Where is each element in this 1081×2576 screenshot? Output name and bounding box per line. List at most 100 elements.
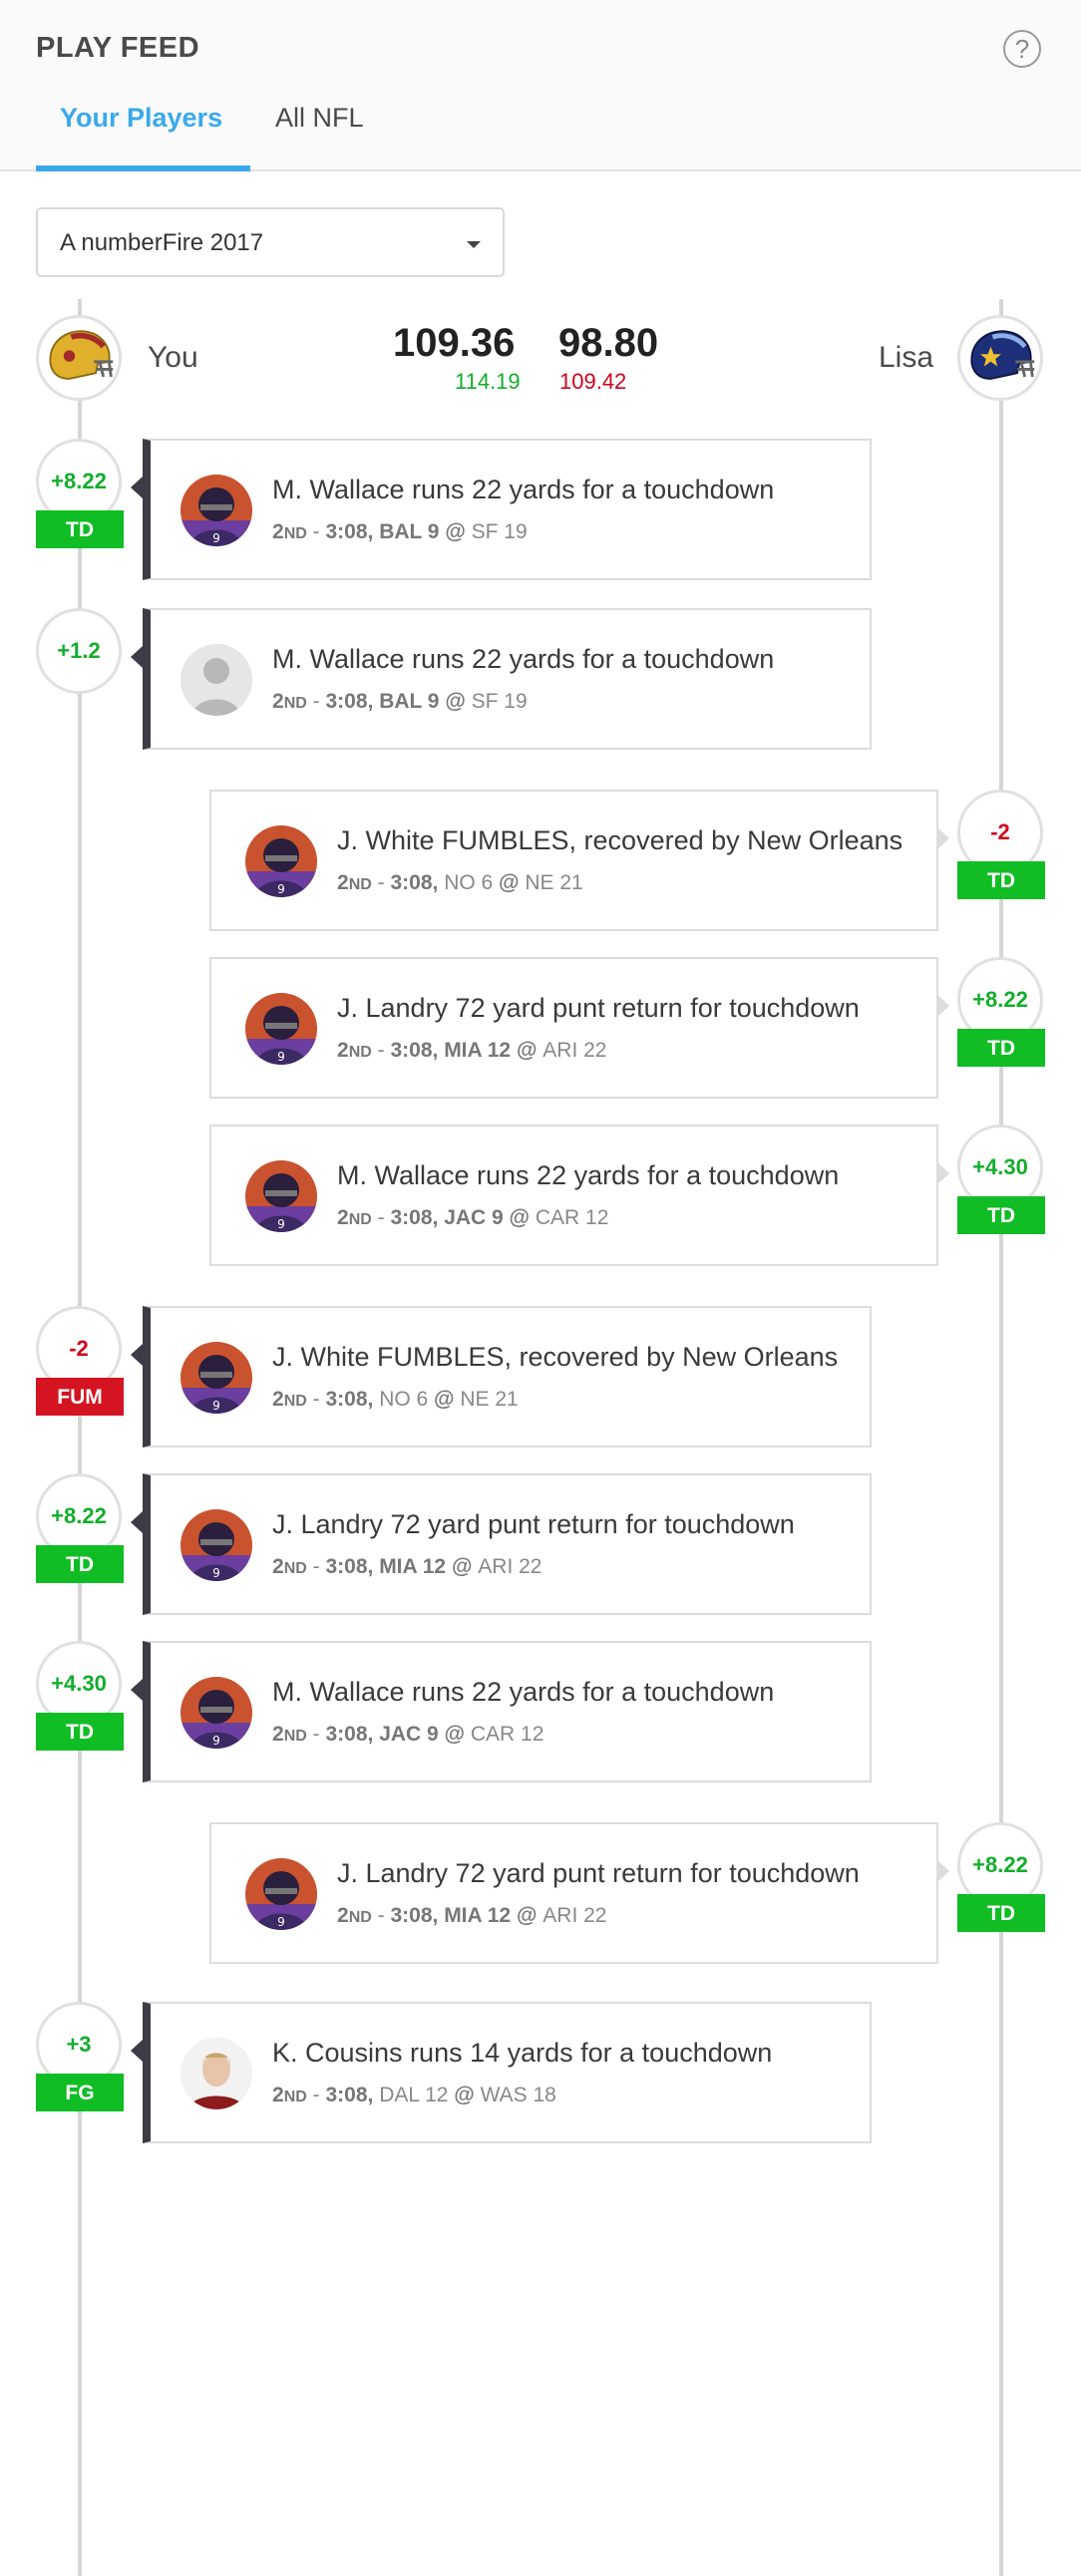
at-separator: @: [439, 520, 472, 543]
play-description: J. Landry 72 yard punt return for touchd…: [272, 1509, 795, 1539]
play-card[interactable]: M. Wallace runs 22 yards for a touchdown…: [131, 608, 872, 750]
play-description: M. Wallace runs 22 yards for a touchdown: [337, 1160, 840, 1190]
play-quarter-suffix: ND: [348, 876, 372, 893]
play-description: J. White FUMBLES, recovered by New Orlea…: [337, 825, 903, 855]
help-icon[interactable]: ?: [1003, 30, 1041, 68]
play-card[interactable]: K. Cousins runs 14 yards for a touchdown…: [131, 2002, 872, 2143]
play-description: M. Wallace runs 22 yards for a touchdown: [272, 1677, 775, 1707]
opponent-team-avatar: [957, 315, 1043, 401]
page-title: PLAY FEED: [36, 32, 200, 64]
play-clock: 3:08,: [390, 1206, 439, 1229]
svg-text:9: 9: [277, 1050, 285, 1064]
play-clock: 3:08,: [325, 520, 374, 543]
play-type-badge: TD: [957, 1196, 1045, 1234]
header: PLAY FEED ? Your Players All NFL: [0, 0, 1081, 171]
play-card[interactable]: 9 M. Wallace runs 22 yards for a touchdow…: [131, 439, 872, 580]
play-home-team: ARI 22: [542, 1904, 607, 1927]
play-card[interactable]: 9 M. Wallace runs 22 yards for a touchdow…: [131, 1641, 872, 1782]
player-avatar: 9: [180, 1342, 252, 1414]
play-away-team: JAC 9: [379, 1723, 439, 1746]
play-quarter: 2ND: [272, 1388, 307, 1411]
play-quarter: 2ND: [337, 1206, 372, 1229]
play-type-badge: TD: [36, 1713, 124, 1751]
play-clock: 3:08,: [325, 1723, 374, 1746]
play-quarter-suffix: ND: [283, 695, 307, 712]
play-home-team: ARI 22: [478, 1555, 542, 1578]
play-clock: 3:08,: [325, 2084, 374, 2106]
play-quarter-suffix: ND: [348, 1044, 372, 1061]
play-away-team: BAL 9: [379, 690, 440, 713]
at-separator: @: [446, 1555, 479, 1578]
at-separator: @: [438, 1723, 471, 1746]
opponent-timeline-line: [999, 299, 1003, 2576]
play-game-info: 2ND - 3:08, MIA 12 @ ARI 22: [337, 1904, 607, 1927]
player-avatar: [180, 2038, 252, 2109]
play-type-badge: TD: [36, 510, 124, 548]
opponent-score: 98.80: [558, 321, 659, 365]
tab-all-nfl[interactable]: All NFL: [275, 103, 364, 133]
svg-text:9: 9: [277, 1915, 285, 1929]
play-type-badge: TD: [957, 1029, 1045, 1067]
at-separator: @: [493, 871, 526, 894]
league-select[interactable]: A numberFire 2017: [36, 207, 505, 277]
points-bubble: +8.22: [957, 1822, 1043, 1908]
play-clock: 3:08,: [390, 871, 439, 894]
play-type-badge: FG: [36, 2074, 124, 2111]
play-clock: 3:08,: [390, 1039, 439, 1062]
play-away-team: DAL 12: [379, 2084, 449, 2106]
play-game-info: 2ND - 3:08, BAL 9 @ SF 19: [272, 520, 528, 543]
play-home-team: NE 21: [460, 1388, 519, 1411]
svg-text:9: 9: [212, 1566, 220, 1580]
play-quarter: 2ND: [272, 2084, 307, 2106]
play-quarter-suffix: ND: [283, 1393, 307, 1410]
points-bubble: +8.22: [36, 439, 122, 524]
play-type-badge: TD: [957, 861, 1045, 899]
svg-text:9: 9: [277, 1217, 285, 1231]
play-card[interactable]: 9 J. Landry 72 yard punt return for touch…: [209, 957, 949, 1099]
at-separator: @: [511, 1904, 543, 1927]
opponent-team-name: Lisa: [879, 341, 934, 374]
play-home-team: CAR 12: [470, 1723, 544, 1746]
play-card[interactable]: 9 J. Landry 72 yard punt return for touch…: [131, 1473, 872, 1615]
play-away-team: NO 6: [444, 871, 494, 894]
play-game-info: 2ND - 3:08, JAC 9 @ CAR 12: [272, 1723, 544, 1746]
play-quarter: 2ND: [272, 1555, 307, 1578]
chevron-down-icon: [467, 241, 481, 248]
at-separator: @: [428, 1388, 461, 1411]
play-quarter: 2ND: [272, 1723, 307, 1746]
opponent-projected-score: 109.42: [559, 369, 627, 394]
at-separator: @: [503, 1206, 536, 1229]
play-quarter: 2ND: [272, 520, 307, 543]
play-card[interactable]: 9 J. White FUMBLES, recovered by New Orle…: [131, 1306, 872, 1448]
play-clock: 3:08,: [390, 1904, 439, 1927]
play-card[interactable]: 9 J. Landry 72 yard punt return for touch…: [209, 1822, 949, 1964]
play-away-team: NO 6: [379, 1388, 429, 1411]
play-quarter: 2ND: [337, 1039, 372, 1062]
play-clock: 3:08,: [325, 1555, 374, 1578]
play-game-info: 2ND - 3:08, BAL 9 @ SF 19: [272, 690, 528, 713]
svg-text:9: 9: [212, 1734, 220, 1748]
tab-your-players[interactable]: Your Players: [36, 103, 250, 171]
player-avatar: 9: [180, 475, 252, 546]
play-description: J. Landry 72 yard punt return for touchd…: [337, 993, 860, 1023]
play-quarter-suffix: ND: [283, 1560, 307, 1577]
play-away-team: BAL 9: [379, 520, 440, 543]
play-home-team: SF 19: [471, 520, 528, 543]
at-separator: @: [439, 690, 472, 713]
player-avatar: 9: [180, 1509, 252, 1581]
player-avatar: [180, 644, 252, 716]
points-bubble: +4.30: [957, 1125, 1043, 1210]
play-card[interactable]: 9 M. Wallace runs 22 yards for a touchdow…: [209, 1125, 949, 1266]
your-projected-score: 114.19: [455, 369, 521, 394]
play-description: K. Cousins runs 14 yards for a touchdown: [272, 2038, 773, 2068]
play-home-team: CAR 12: [535, 1206, 609, 1229]
your-score: 109.36: [393, 321, 516, 365]
play-home-team: ARI 22: [542, 1039, 607, 1062]
play-game-info: 2ND - 3:08, MIA 12 @ ARI 22: [272, 1555, 542, 1578]
points-bubble: +1.2: [36, 608, 122, 694]
play-quarter-suffix: ND: [283, 1728, 307, 1745]
play-card[interactable]: 9 J. White FUMBLES, recovered by New Orle…: [209, 790, 949, 931]
player-avatar: 9: [245, 1160, 317, 1232]
points-bubble: +4.30: [36, 1641, 122, 1727]
svg-text:9: 9: [212, 1399, 220, 1413]
